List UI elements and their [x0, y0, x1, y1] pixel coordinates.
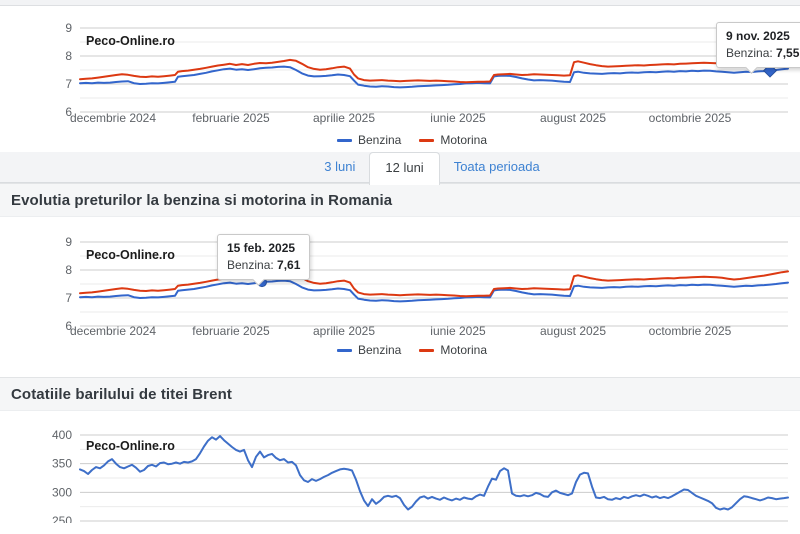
fuel-chart-top-legend: Benzina Motorina [0, 132, 800, 148]
chart-tooltip-15-feb: 15 feb. 2025 Benzina: 7,61 [217, 234, 311, 286]
top-divider-strip [0, 0, 800, 6]
legend-item-motorina[interactable]: Motorina [419, 343, 487, 357]
legend-label: Motorina [440, 343, 488, 357]
brand-watermark-label: Peco-Online.ro [86, 439, 175, 453]
section-header-brent: Cotatiile barilului de titei Brent [0, 377, 800, 411]
legend-line-swatch [336, 138, 352, 142]
fuel-price-chart-main: 9 8 7 6 decembrie 2024 februarie 2025 aprilie … [0, 222, 800, 358]
y-axis-tick-label: 8 [65, 263, 72, 277]
y-axis-tick-label: 9 [65, 235, 72, 249]
chart-tooltip-9-nov: 9 nov. 2025 Benzina: 7,55 [716, 22, 800, 74]
x-axis-tick-label: august 2025 [540, 324, 606, 338]
y-axis-tick-label: 250 [52, 514, 72, 523]
x-axis-tick-label: august 2025 [540, 111, 606, 125]
y-axis-tick-label: 6 [65, 319, 72, 333]
x-axis-tick-label: octombrie 2025 [649, 111, 732, 125]
brent-price-chart: 400 350 300 250 Peco-Online.ro [0, 419, 800, 523]
x-axis-tick-label: decembrie 2024 [70, 324, 156, 338]
y-axis-tick-label: 400 [52, 428, 72, 442]
tab-12-luni[interactable]: 12 luni [369, 152, 440, 185]
y-axis-tick-label: 350 [52, 457, 72, 471]
y-axis-tick-label: 7 [65, 77, 72, 91]
y-axis-tick-label: 300 [52, 485, 72, 499]
tooltip-date: 9 nov. 2025 [726, 29, 790, 43]
period-tabs-bar: 3 luni 12 luni Toata perioada [0, 152, 800, 185]
legend-label: Motorina [440, 133, 488, 147]
section-title: Cotatiile barilului de titei Brent [11, 385, 232, 403]
legend-item-benzina[interactable]: Benzina [336, 133, 402, 147]
x-axis-tick-label: decembrie 2024 [70, 111, 156, 125]
x-axis-tick-label: aprilie 2025 [313, 111, 375, 125]
x-axis-tick-label: februarie 2025 [192, 324, 270, 338]
brand-watermark-label: Peco-Online.ro [86, 248, 175, 262]
x-axis-tick-label: februarie 2025 [192, 111, 270, 125]
x-axis-tick-label: iunie 2025 [430, 111, 486, 125]
x-axis-tick-label: aprilie 2025 [313, 324, 375, 338]
y-axis-tick-label: 7 [65, 291, 72, 305]
series-line-benzina[interactable] [79, 279, 789, 303]
series-line-motorina[interactable] [79, 270, 789, 298]
tooltip-value-line: Benzina: 7,55 [726, 45, 800, 60]
series-line-motorina[interactable] [79, 56, 789, 84]
y-axis-tick-label: 6 [65, 105, 72, 119]
x-axis-tick-label: octombrie 2025 [649, 324, 732, 338]
series-line-brent[interactable] [79, 435, 789, 511]
section-title: Evolutia preturilor la benzina si motori… [11, 191, 393, 209]
x-axis-tick-label: iunie 2025 [430, 324, 486, 338]
y-axis-tick-label: 8 [65, 49, 72, 63]
legend-label: Benzina [357, 343, 402, 357]
y-axis-tick-label: 9 [65, 21, 72, 35]
section-header-evolutia: Evolutia preturilor la benzina si motori… [0, 183, 800, 217]
legend-label: Benzina [357, 133, 402, 147]
fuel-price-chart-top: 9 8 7 6 decembrie 2024 februarie 2025 aprilie … [0, 6, 800, 148]
legend-item-motorina[interactable]: Motorina [419, 133, 487, 147]
brand-watermark-label: Peco-Online.ro [86, 34, 175, 48]
brent-price-chart-plot[interactable]: 400 350 300 250 Peco-Online.ro [0, 419, 800, 523]
legend-line-swatch [419, 348, 435, 352]
tooltip-value-line: Benzina: 7,61 [227, 257, 301, 272]
tab-toata-perioada[interactable]: Toata perioada [453, 159, 540, 174]
tooltip-date: 15 feb. 2025 [227, 241, 296, 255]
tab-3-luni[interactable]: 3 luni [324, 159, 356, 174]
legend-line-swatch [419, 138, 435, 142]
series-line-benzina[interactable] [79, 65, 789, 89]
fuel-chart-main-legend: Benzina Motorina [0, 342, 800, 358]
legend-item-benzina[interactable]: Benzina [336, 343, 402, 357]
legend-line-swatch [336, 348, 352, 352]
